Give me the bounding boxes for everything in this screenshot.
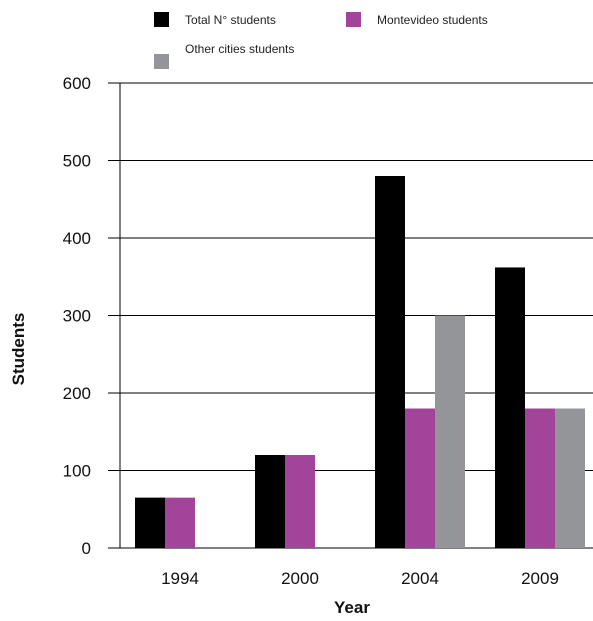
bar-1994-series-2 bbox=[165, 497, 195, 548]
bar-2004-series-2 bbox=[405, 408, 435, 548]
y-tick-label: 200 bbox=[63, 384, 91, 403]
bar-2000-series-1 bbox=[255, 455, 285, 548]
bar-2009-series-2 bbox=[525, 408, 555, 548]
bar-1994-series-1 bbox=[135, 497, 165, 548]
y-tick-label: 0 bbox=[82, 539, 91, 558]
bars bbox=[135, 176, 585, 548]
y-axis-title: Students bbox=[9, 313, 28, 386]
bar-2009-series-3 bbox=[555, 408, 585, 548]
legend-label: Total N° students bbox=[185, 13, 276, 27]
gridlines bbox=[108, 82, 593, 549]
y-tick-label: 400 bbox=[63, 229, 91, 248]
x-axis-title: Year bbox=[334, 598, 370, 617]
legend-swatch bbox=[154, 12, 169, 27]
legend-label: Montevideo students bbox=[377, 13, 488, 27]
x-tick-label: 2009 bbox=[521, 569, 559, 588]
legend: Total N° students Montevideo students Othe… bbox=[154, 12, 488, 69]
y-tick-label: 500 bbox=[63, 152, 91, 171]
bar-2004-series-1 bbox=[375, 176, 405, 548]
bar-2000-series-2 bbox=[285, 455, 315, 548]
x-tick-labels: 1994 2000 2004 2009 bbox=[161, 569, 559, 588]
y-tick-label: 600 bbox=[63, 74, 91, 93]
legend-swatch bbox=[154, 54, 169, 69]
y-tick-labels: 0 100 200 300 400 500 600 bbox=[63, 74, 91, 558]
legend-label: Other cities students bbox=[185, 42, 294, 56]
bar-2004-series-3 bbox=[435, 315, 465, 548]
x-tick-label: 1994 bbox=[161, 569, 199, 588]
bar-2009-series-1 bbox=[495, 267, 525, 548]
x-tick-label: 2004 bbox=[401, 569, 439, 588]
x-tick-label: 2000 bbox=[281, 569, 319, 588]
y-tick-label: 300 bbox=[63, 307, 91, 326]
legend-swatch bbox=[346, 12, 361, 27]
y-tick-label: 100 bbox=[63, 462, 91, 481]
